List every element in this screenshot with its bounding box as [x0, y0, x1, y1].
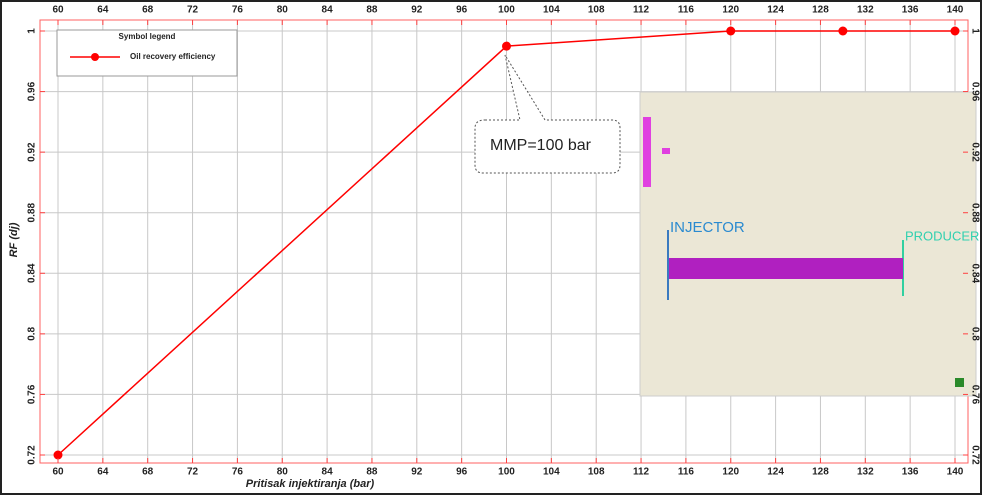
- x-tick-label-top: 120: [722, 5, 739, 16]
- x-tick-label-top: 60: [52, 5, 64, 16]
- x-tick-label-top: 96: [456, 5, 468, 16]
- data-point: [726, 27, 735, 36]
- x-tick-label-top: 136: [902, 5, 919, 16]
- x-tick-label-top: 132: [857, 5, 874, 16]
- inset-background: [640, 92, 976, 396]
- reservoir-grid: [669, 258, 903, 279]
- x-tick-label: 92: [411, 467, 423, 478]
- y-tick-label: 0.72: [27, 445, 38, 465]
- x-tick-label-top: 80: [277, 5, 289, 16]
- x-tick-label: 128: [812, 467, 829, 478]
- y-tick-label-right: 0.8: [969, 327, 980, 341]
- y-tick-label-right: 0.72: [969, 445, 980, 465]
- x-tick-label: 76: [232, 467, 244, 478]
- x-tick-label: 72: [187, 467, 199, 478]
- y-tick-label-right: 1: [969, 28, 980, 34]
- x-tick-label: 132: [857, 467, 874, 478]
- x-tick-label: 116: [678, 467, 695, 478]
- x-tick-label: 124: [767, 467, 784, 478]
- y-tick-label: 0.8: [27, 326, 38, 340]
- injector-label: INJECTOR: [670, 219, 745, 236]
- y-tick-label-right: 0.92: [969, 142, 980, 162]
- x-axis-label: Pritisak injektiranja (bar): [246, 478, 375, 490]
- x-tick-label: 68: [142, 467, 154, 478]
- x-tick-label: 96: [456, 467, 468, 478]
- x-tick-label-top: 108: [588, 5, 605, 16]
- x-tick-label-top: 104: [543, 5, 560, 16]
- y-tick-label-right: 0.88: [969, 203, 980, 223]
- x-tick-label: 80: [277, 467, 289, 478]
- y-tick-label: 0.96: [27, 81, 38, 101]
- inset-icon: [955, 378, 964, 387]
- y-tick-label: 0.88: [27, 203, 38, 223]
- legend: Symbol legend Oil recovery efficiency: [57, 30, 237, 76]
- x-tick-label: 100: [498, 467, 515, 478]
- x-tick-label: 108: [588, 467, 605, 478]
- x-tick-label-top: 124: [767, 5, 784, 16]
- y-tick-label: 0.76: [27, 384, 38, 404]
- x-tick-label: 64: [97, 467, 109, 478]
- producer-label: PRODUCER: [905, 228, 979, 243]
- x-tick-label: 88: [366, 467, 378, 478]
- x-tick-label-top: 140: [947, 5, 964, 16]
- x-tick-label: 112: [633, 467, 650, 478]
- x-tick-label: 84: [322, 467, 334, 478]
- x-tick-label-top: 92: [411, 5, 423, 16]
- callout-text: MMP=100 bar: [490, 137, 592, 154]
- y-tick-label-right: 0.84: [969, 264, 980, 284]
- x-tick-label-top: 68: [142, 5, 154, 16]
- x-tick-label-top: 100: [498, 5, 515, 16]
- x-tick-label-top: 88: [366, 5, 378, 16]
- legend-label: Oil recovery efficiency: [130, 52, 216, 61]
- data-point: [838, 27, 847, 36]
- y-tick-label: 0.84: [27, 263, 38, 283]
- x-tick-label-top: 64: [97, 5, 109, 16]
- legend-marker: [91, 53, 99, 61]
- y-tick-label: 0.92: [27, 142, 38, 162]
- y-axis-label: RF (dj): [8, 222, 20, 257]
- x-tick-label: 104: [543, 467, 560, 478]
- inset-scale-bar: [643, 117, 651, 187]
- x-tick-label: 120: [722, 467, 739, 478]
- data-point: [951, 27, 960, 36]
- x-tick-label-top: 128: [812, 5, 829, 16]
- inset-marker: [662, 148, 670, 154]
- x-tick-label-top: 116: [678, 5, 695, 16]
- x-tick-label-top: 76: [232, 5, 244, 16]
- x-tick-label-top: 84: [322, 5, 334, 16]
- x-tick-label: 140: [947, 467, 964, 478]
- y-tick-label-right: 0.96: [969, 82, 980, 102]
- x-tick-label: 60: [52, 467, 64, 478]
- legend-title: Symbol legend: [119, 32, 176, 41]
- x-tick-label-top: 112: [633, 5, 650, 16]
- inset-image: INJECTOR PRODUCER: [640, 92, 979, 396]
- data-point: [502, 42, 511, 51]
- x-tick-label: 136: [902, 467, 919, 478]
- y-tick-label-right: 0.76: [969, 385, 980, 405]
- y-tick-label: 1: [27, 28, 38, 34]
- chart: INJECTOR PRODUCER Symbol legend Oil reco…: [0, 0, 982, 495]
- x-tick-label-top: 72: [187, 5, 199, 16]
